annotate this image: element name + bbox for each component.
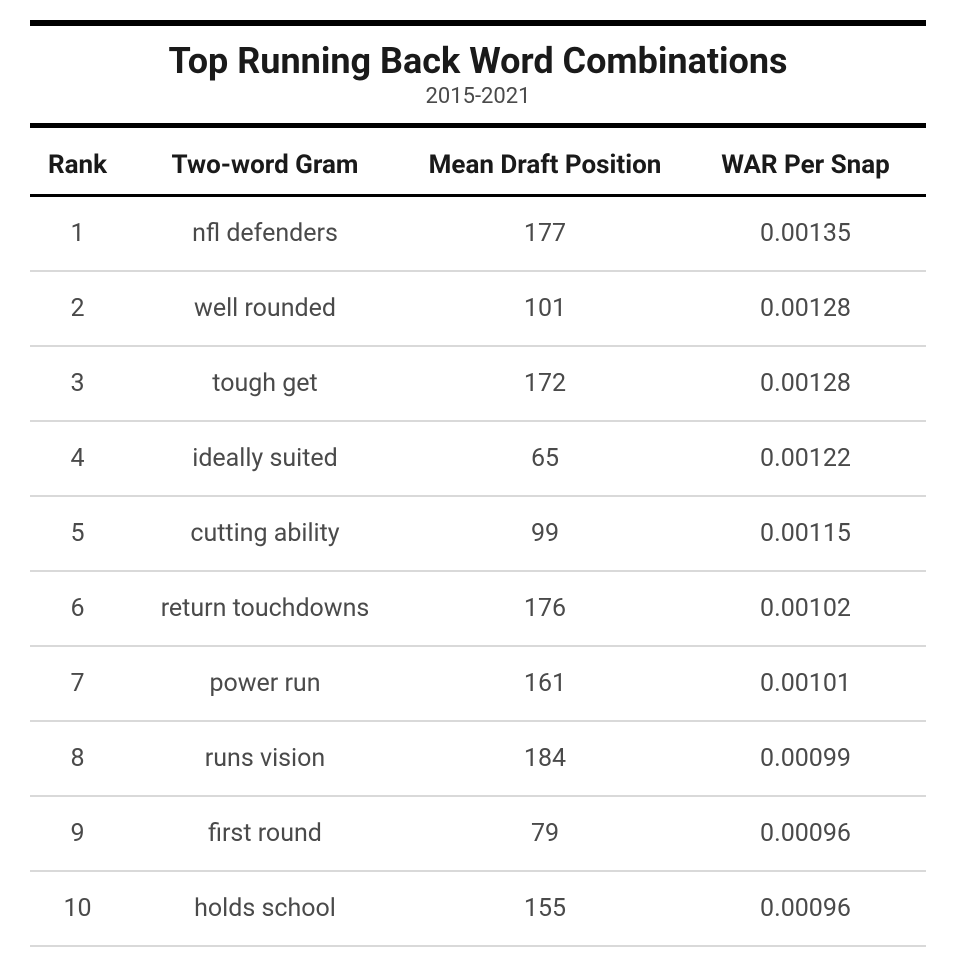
cell-rank: 4 <box>30 421 125 496</box>
cell-draft: 65 <box>405 421 685 496</box>
col-header-gram: Two-word Gram <box>125 138 405 196</box>
table-row: 6 return touchdowns 176 0.00102 <box>30 571 926 646</box>
cell-gram: nfl defenders <box>125 196 405 272</box>
cell-draft: 161 <box>405 646 685 721</box>
cell-war: 0.00102 <box>685 571 926 646</box>
cell-rank: 9 <box>30 796 125 871</box>
cell-gram: ideally suited <box>125 421 405 496</box>
table-row: 7 power run 161 0.00101 <box>30 646 926 721</box>
title-underline-rule <box>30 123 926 128</box>
table-row: 9 first round 79 0.00096 <box>30 796 926 871</box>
cell-gram: first round <box>125 796 405 871</box>
table-row: 5 cutting ability 99 0.00115 <box>30 496 926 571</box>
cell-war: 0.00101 <box>685 646 926 721</box>
cell-gram: cutting ability <box>125 496 405 571</box>
top-rule <box>30 20 926 26</box>
page-subtitle: 2015-2021 <box>30 84 926 109</box>
table-row: 2 well rounded 101 0.00128 <box>30 271 926 346</box>
table-row: 10 holds school 155 0.00096 <box>30 871 926 946</box>
cell-rank: 6 <box>30 571 125 646</box>
cell-gram: holds school <box>125 871 405 946</box>
cell-war: 0.00128 <box>685 346 926 421</box>
col-header-rank: Rank <box>30 138 125 196</box>
cell-draft: 155 <box>405 871 685 946</box>
cell-war: 0.00128 <box>685 271 926 346</box>
col-header-draft: Mean Draft Position <box>405 138 685 196</box>
data-table: Rank Two-word Gram Mean Draft Position W… <box>30 138 926 947</box>
table-header-row: Rank Two-word Gram Mean Draft Position W… <box>30 138 926 196</box>
cell-draft: 177 <box>405 196 685 272</box>
cell-draft: 176 <box>405 571 685 646</box>
cell-war: 0.00099 <box>685 721 926 796</box>
cell-rank: 8 <box>30 721 125 796</box>
cell-rank: 1 <box>30 196 125 272</box>
cell-rank: 2 <box>30 271 125 346</box>
col-header-war: WAR Per Snap <box>685 138 926 196</box>
cell-war: 0.00135 <box>685 196 926 272</box>
table-container: Top Running Back Word Combinations 2015-… <box>0 0 956 977</box>
cell-rank: 5 <box>30 496 125 571</box>
cell-war: 0.00096 <box>685 796 926 871</box>
table-row: 1 nfl defenders 177 0.00135 <box>30 196 926 272</box>
cell-draft: 101 <box>405 271 685 346</box>
cell-rank: 3 <box>30 346 125 421</box>
cell-gram: runs vision <box>125 721 405 796</box>
table-row: 4 ideally suited 65 0.00122 <box>30 421 926 496</box>
table-row: 3 tough get 172 0.00128 <box>30 346 926 421</box>
cell-draft: 172 <box>405 346 685 421</box>
cell-draft: 99 <box>405 496 685 571</box>
cell-war: 0.00096 <box>685 871 926 946</box>
cell-gram: well rounded <box>125 271 405 346</box>
cell-rank: 10 <box>30 871 125 946</box>
cell-gram: return touchdowns <box>125 571 405 646</box>
cell-gram: tough get <box>125 346 405 421</box>
cell-rank: 7 <box>30 646 125 721</box>
cell-gram: power run <box>125 646 405 721</box>
cell-war: 0.00122 <box>685 421 926 496</box>
table-row: 8 runs vision 184 0.00099 <box>30 721 926 796</box>
cell-draft: 184 <box>405 721 685 796</box>
cell-war: 0.00115 <box>685 496 926 571</box>
cell-draft: 79 <box>405 796 685 871</box>
page-title: Top Running Back Word Combinations <box>30 40 926 82</box>
